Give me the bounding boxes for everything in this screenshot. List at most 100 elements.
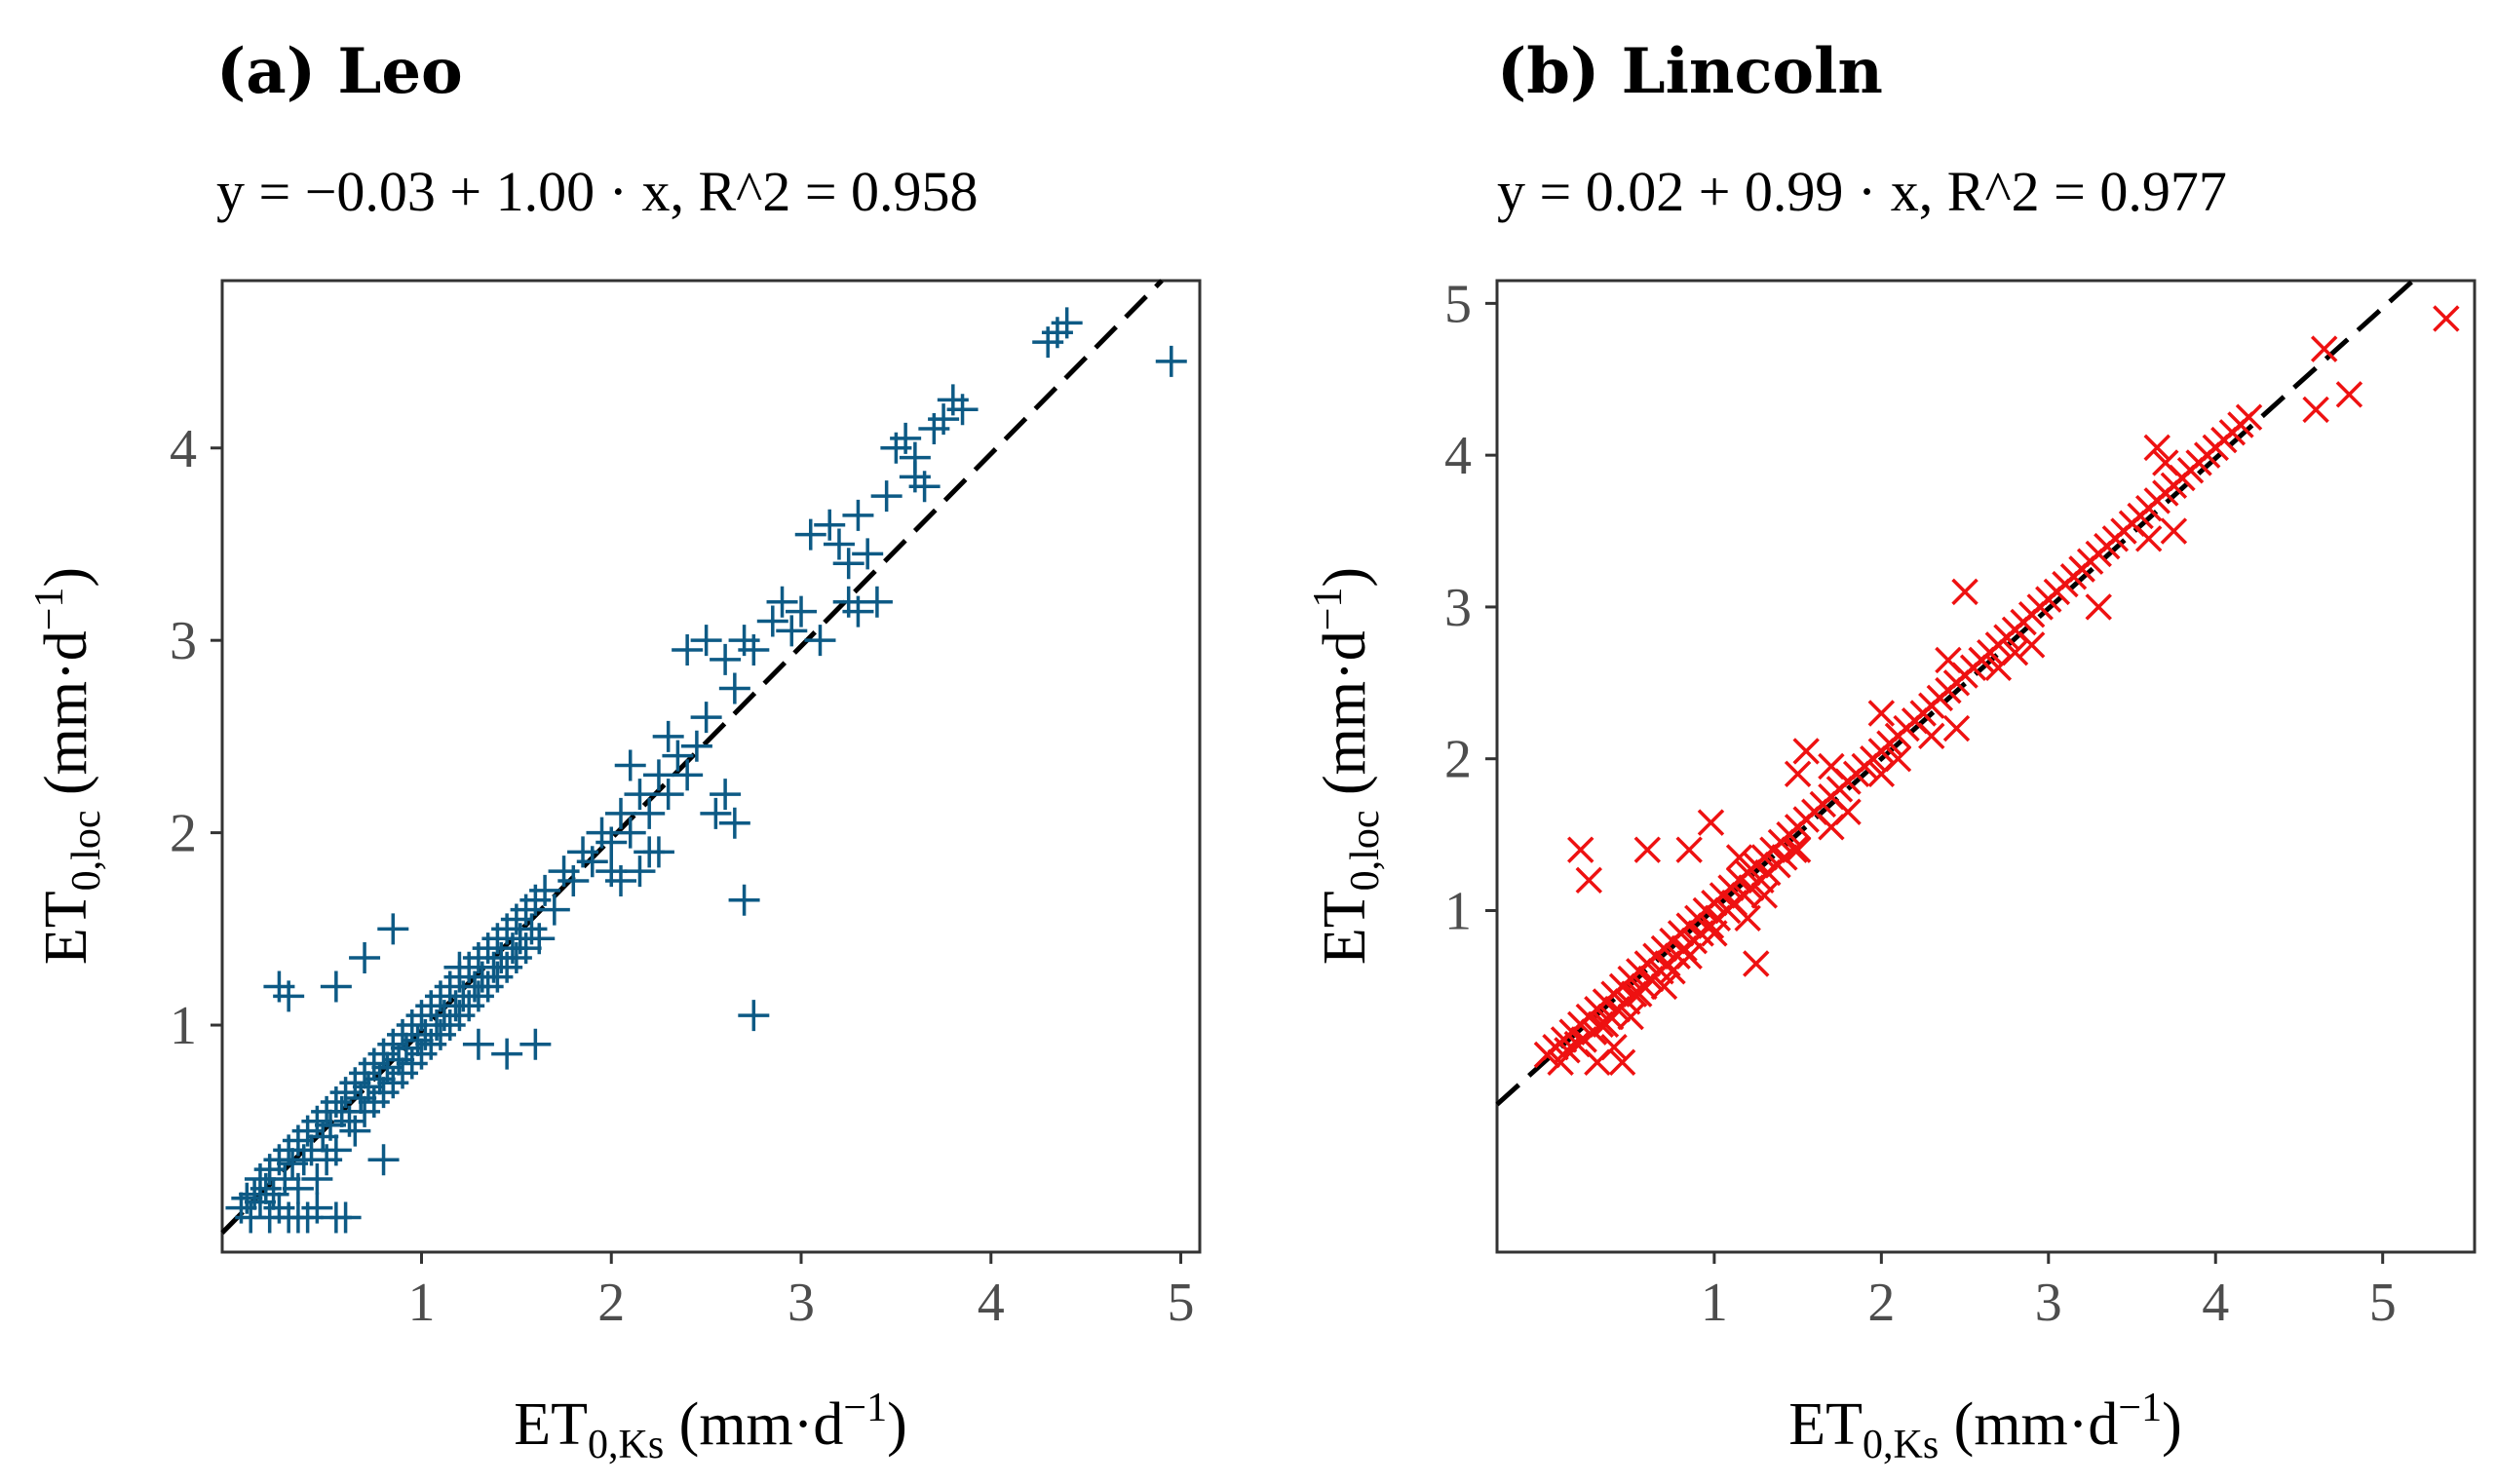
x-tick-label: 3 — [788, 1273, 815, 1333]
data-point — [614, 817, 646, 849]
data-point — [1951, 578, 1978, 606]
data-point — [946, 394, 979, 426]
data-point — [634, 797, 666, 829]
data-point — [462, 1028, 494, 1060]
data-point — [301, 1192, 333, 1224]
panel-b-fit-line — [1495, 279, 2415, 1107]
y-tick-label: 4 — [170, 419, 197, 479]
data-point — [842, 595, 874, 628]
data-point — [491, 1038, 523, 1070]
data-point — [538, 894, 570, 926]
data-point — [595, 856, 628, 888]
data-point — [908, 471, 941, 503]
data-point — [823, 528, 855, 560]
data-point — [443, 951, 476, 983]
data-point — [1743, 950, 1770, 977]
data-point — [1608, 1048, 1636, 1076]
data-point — [1626, 980, 1653, 1008]
data-point — [2017, 631, 2046, 659]
data-point — [2302, 396, 2329, 424]
data-point — [928, 403, 960, 436]
x-tick-label: 5 — [1168, 1273, 1195, 1333]
data-point — [1781, 836, 1808, 863]
data-point — [1968, 646, 1995, 674]
panel-a-y-axis: 1 2 3 4 — [170, 419, 222, 1056]
panel-a-x-axis: 1 2 3 4 5 — [407, 1252, 1195, 1333]
data-point — [718, 672, 750, 704]
data-point — [899, 441, 931, 474]
panel-b-title: (b) Lincoln — [1497, 35, 1883, 108]
data-point — [1725, 844, 1753, 871]
data-point — [1051, 307, 1083, 339]
data-point — [861, 586, 893, 618]
x-tick-label: 3 — [2035, 1273, 2062, 1333]
data-point — [642, 759, 674, 791]
panel-a-title: (a) Leo — [216, 35, 463, 108]
data-point — [766, 586, 798, 618]
data-point — [320, 970, 352, 1003]
panel-a-equation: y = −0.03 + 1.00 · x, R^2 = 0.958 — [216, 160, 979, 223]
data-point — [1650, 972, 1678, 1001]
data-point — [710, 643, 742, 675]
data-point — [2068, 555, 2095, 583]
data-point — [652, 779, 684, 811]
data-point — [2143, 434, 2170, 462]
data-point — [519, 1028, 552, 1060]
data-point — [1659, 958, 1686, 985]
y-tick-label: 3 — [170, 611, 197, 671]
data-point — [2085, 593, 2112, 621]
data-point — [614, 749, 646, 781]
data-point — [1818, 752, 1845, 780]
x-tick-label: 2 — [597, 1273, 625, 1333]
data-point — [842, 499, 874, 531]
data-point — [557, 864, 590, 896]
data-point — [2310, 335, 2338, 362]
data-point — [738, 634, 770, 666]
data-point — [595, 826, 628, 858]
y-tick-label: 5 — [1444, 274, 1472, 334]
data-point — [776, 615, 808, 647]
x-tick-label: 1 — [407, 1273, 435, 1333]
panel-b-x-label: ET0,Ks (mm·d−1) — [1788, 1386, 2182, 1467]
data-point — [1818, 814, 1845, 841]
panel-b-y-label: ET0,loc (mm·d−1) — [1306, 567, 1388, 965]
data-point — [1592, 1010, 1620, 1039]
data-point — [662, 740, 694, 772]
x-tick-label: 4 — [2202, 1273, 2229, 1333]
data-point — [1867, 760, 1896, 788]
data-point — [1575, 866, 1603, 894]
panel-b-points — [1533, 305, 2460, 1076]
panel-b-plot-area — [1495, 279, 2477, 1254]
panel-a-x-label: ET0,Ks (mm·d−1) — [514, 1386, 907, 1467]
data-point — [624, 856, 656, 888]
data-point — [402, 1024, 434, 1056]
data-point — [1918, 722, 1945, 750]
data-point — [349, 941, 381, 973]
data-point — [710, 779, 742, 811]
data-point — [2152, 449, 2179, 476]
data-point — [718, 807, 750, 839]
data-point — [786, 595, 818, 628]
data-point — [1867, 700, 1896, 727]
data-point — [1784, 760, 1812, 788]
data-point — [2134, 525, 2163, 552]
data-point — [576, 846, 608, 878]
data-point — [1567, 836, 1594, 863]
data-point — [1792, 738, 1820, 765]
data-point — [700, 797, 732, 829]
data-point — [2160, 517, 2188, 545]
data-point — [604, 797, 636, 829]
data-point — [1584, 1048, 1611, 1076]
data-point — [870, 480, 903, 513]
y-tick-label: 1 — [1444, 881, 1472, 941]
data-point — [339, 1115, 371, 1147]
data-point — [2235, 403, 2263, 431]
data-point — [624, 779, 656, 811]
data-point — [282, 1172, 314, 1204]
y-tick-label: 2 — [1444, 730, 1472, 790]
data-point — [282, 1201, 314, 1234]
data-point — [852, 538, 884, 570]
panel-b-y-axis: 1 2 3 4 5 — [1444, 274, 1497, 941]
data-point — [680, 730, 712, 762]
